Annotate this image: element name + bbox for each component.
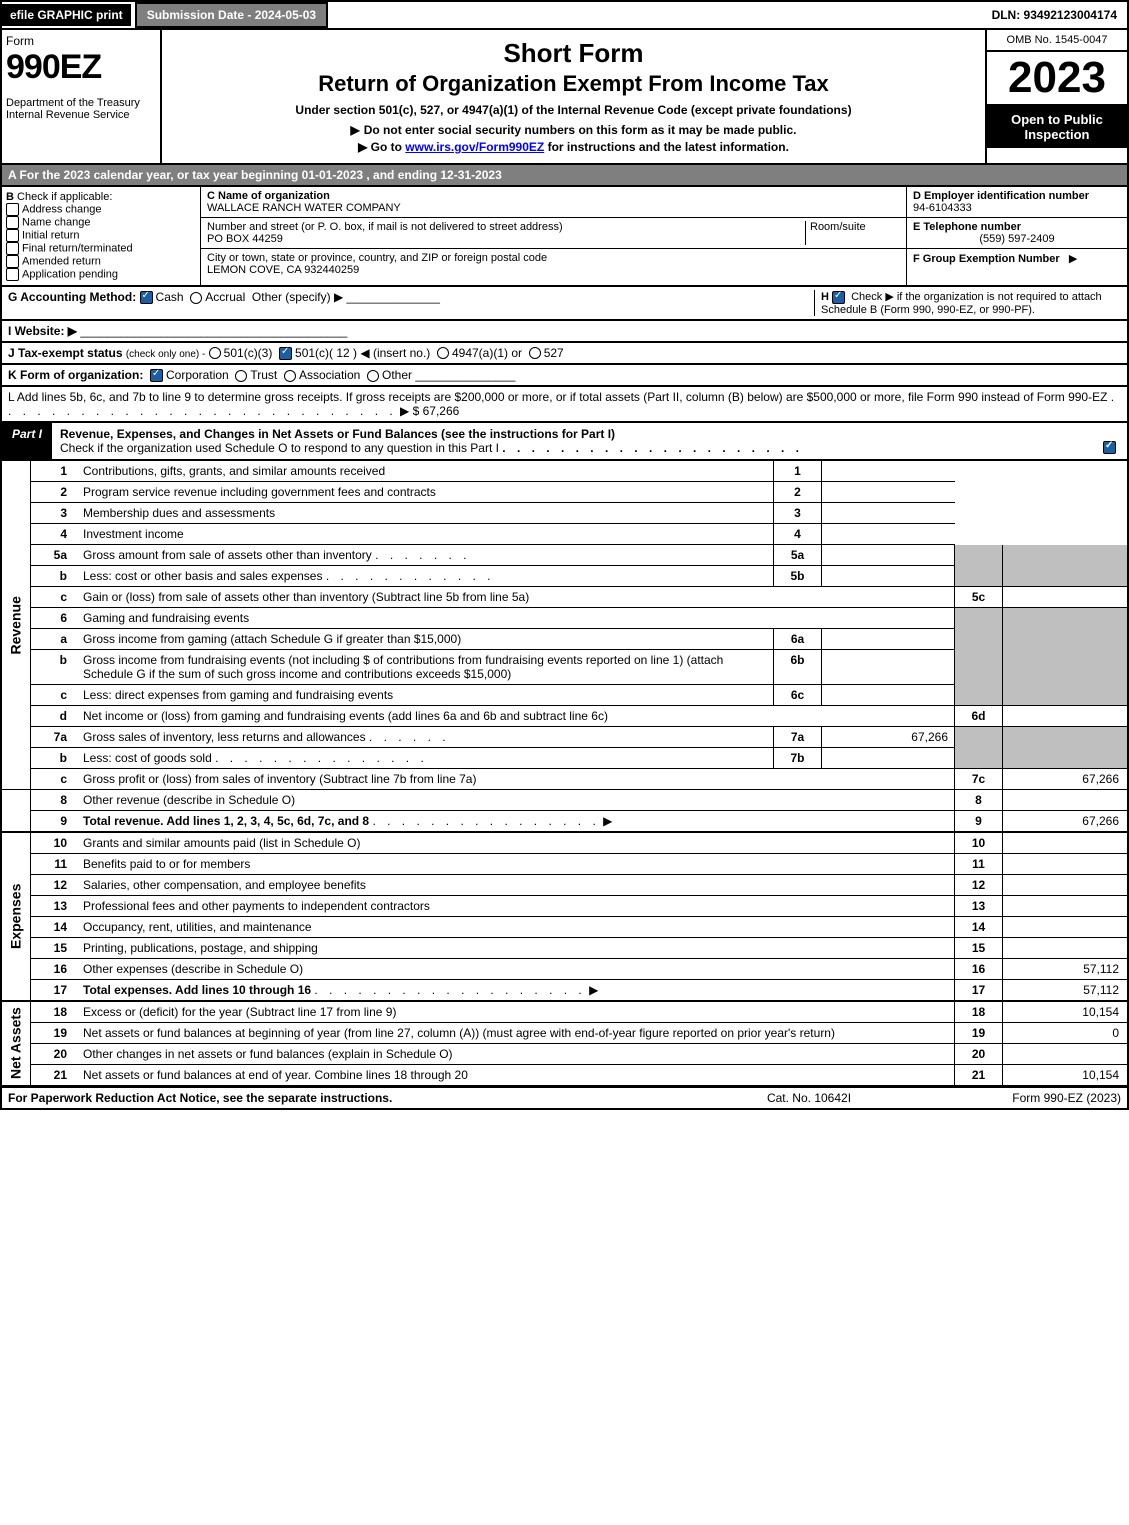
org-name: WALLACE RANCH WATER COMPANY	[207, 202, 401, 214]
instruction-1: Do not enter social security numbers on …	[168, 123, 979, 137]
form-title-2: Return of Organization Exempt From Incom…	[168, 71, 979, 97]
expenses-label: Expenses	[1, 832, 31, 1001]
section-b: B Check if applicable: Address change Na…	[2, 187, 201, 285]
checkbox-cash[interactable]	[140, 291, 153, 304]
line-7a-amount: 67,266	[822, 727, 955, 748]
department-label: Department of the Treasury Internal Reve…	[6, 97, 156, 121]
section-def: D Employer identification number 94-6104…	[906, 187, 1127, 285]
footer: For Paperwork Reduction Act Notice, see …	[0, 1087, 1129, 1110]
checkbox-schedule-o[interactable]	[1103, 441, 1116, 454]
checkbox-name-change[interactable]	[6, 216, 19, 229]
top-bar: efile GRAPHIC print Submission Date - 20…	[0, 0, 1129, 30]
checkbox-corporation[interactable]	[150, 369, 163, 382]
catalog-number: Cat. No. 10642I	[703, 1088, 915, 1108]
efile-button[interactable]: efile GRAPHIC print	[2, 4, 131, 26]
line-21-amount: 10,154	[1003, 1065, 1129, 1087]
telephone: (559) 597-2409	[913, 233, 1121, 245]
checkbox-schedule-b[interactable]	[832, 291, 845, 304]
submission-date: Submission Date - 2024-05-03	[135, 2, 328, 28]
checkbox-address-change[interactable]	[6, 203, 19, 216]
line-9-amount: 67,266	[1003, 811, 1129, 833]
line-7c-amount: 67,266	[1003, 769, 1129, 790]
checkbox-application-pending[interactable]	[6, 268, 19, 281]
revenue-label: Revenue	[1, 461, 31, 790]
inspection-badge: Open to PublicInspection	[987, 106, 1127, 148]
section-bcd: B Check if applicable: Address change Na…	[0, 187, 1129, 287]
line-18-amount: 10,154	[1003, 1001, 1129, 1023]
form-title-1: Short Form	[168, 38, 979, 69]
checkbox-initial-return[interactable]	[6, 229, 19, 242]
radio-4947[interactable]	[437, 347, 449, 359]
radio-527[interactable]	[529, 347, 541, 359]
line-j: J Tax-exempt status (check only one) - 5…	[0, 343, 1129, 365]
radio-other-org[interactable]	[367, 370, 379, 382]
omb-number: OMB No. 1545-0047	[987, 30, 1127, 52]
line-l-amount: $ 67,266	[413, 404, 460, 418]
line-a: A For the 2023 calendar year, or tax yea…	[0, 165, 1129, 187]
net-assets-label: Net Assets	[1, 1001, 31, 1086]
line-19-amount: 0	[1003, 1023, 1129, 1044]
form-table: Revenue 1Contributions, gifts, grants, a…	[0, 461, 1129, 1087]
line-16-amount: 57,112	[1003, 959, 1129, 980]
form-version: Form 990-EZ (2023)	[915, 1088, 1127, 1108]
checkbox-amended-return[interactable]	[6, 255, 19, 268]
line-i: I Website: ▶ ___________________________…	[0, 321, 1129, 343]
line-17-amount: 57,112	[1003, 980, 1129, 1002]
form-number: 990EZ	[6, 48, 156, 87]
form-header: Form 990EZ Department of the Treasury In…	[0, 30, 1129, 165]
org-city: LEMON COVE, CA 932440259	[207, 264, 359, 276]
ein: 94-6104333	[913, 202, 972, 214]
line-k: K Form of organization: Corporation Trus…	[0, 365, 1129, 387]
form-word: Form	[6, 34, 156, 48]
checkbox-final-return[interactable]	[6, 242, 19, 255]
line-gh: G Accounting Method: Cash Accrual Other …	[0, 287, 1129, 321]
org-address: PO BOX 44259	[207, 233, 283, 245]
irs-link[interactable]: www.irs.gov/Form990EZ	[405, 140, 544, 154]
part1-header: Part I Revenue, Expenses, and Changes in…	[0, 423, 1129, 461]
radio-501c3[interactable]	[209, 347, 221, 359]
tax-year: 2023	[987, 52, 1127, 106]
instruction-2: ▶ Go to www.irs.gov/Form990EZ for instru…	[168, 140, 979, 154]
section-c: C Name of organization WALLACE RANCH WAT…	[201, 187, 906, 285]
checkbox-accrual[interactable]	[190, 292, 202, 304]
radio-trust[interactable]	[235, 370, 247, 382]
dln-number: DLN: 93492123004174	[982, 4, 1127, 26]
line-l: L Add lines 5b, 6c, and 7b to line 9 to …	[0, 387, 1129, 423]
checkbox-501c[interactable]	[279, 347, 292, 360]
form-subtitle: Under section 501(c), 527, or 4947(a)(1)…	[168, 103, 979, 117]
radio-association[interactable]	[284, 370, 296, 382]
paperwork-notice: For Paperwork Reduction Act Notice, see …	[2, 1088, 703, 1108]
